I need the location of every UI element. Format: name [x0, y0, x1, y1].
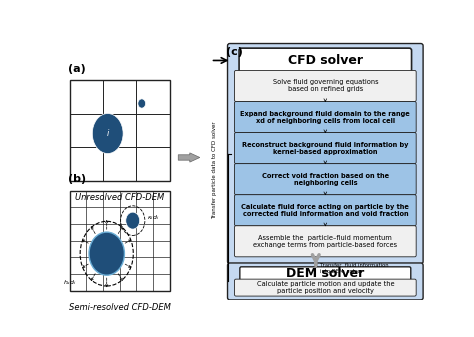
Text: Semi-resolved CFD-DEM: Semi-resolved CFD-DEM [69, 303, 171, 312]
Ellipse shape [126, 212, 140, 229]
FancyBboxPatch shape [235, 70, 416, 101]
Text: Correct void fraction based on the
neighboring cells: Correct void fraction based on the neigh… [262, 173, 389, 186]
Text: Unresolved CFD-DEM: Unresolved CFD-DEM [75, 193, 164, 202]
Text: Solve fluid governing equations
based on refined grids: Solve fluid governing equations based on… [273, 80, 378, 92]
FancyBboxPatch shape [228, 263, 423, 300]
Text: (a): (a) [68, 64, 86, 74]
FancyBboxPatch shape [235, 164, 416, 195]
Text: $h_s d_i$: $h_s d_i$ [63, 278, 76, 287]
Text: $\kappa_i d_i$: $\kappa_i d_i$ [146, 213, 159, 222]
Text: i: i [107, 129, 109, 138]
FancyBboxPatch shape [235, 195, 416, 226]
Text: (c): (c) [226, 48, 243, 57]
FancyBboxPatch shape [235, 279, 416, 296]
FancyBboxPatch shape [239, 48, 411, 73]
Bar [70, 191, 170, 291]
Text: Assemble the  particle–fluid momentum
exchange terms from particle-based forces: Assemble the particle–fluid momentum exc… [253, 235, 397, 248]
FancyBboxPatch shape [235, 226, 416, 257]
Text: Transfer particle data to CFD solver: Transfer particle data to CFD solver [212, 122, 217, 219]
FancyBboxPatch shape [235, 101, 416, 132]
Text: Expand background fluid domain to the range
xd of neighboring cells from local c: Expand background fluid domain to the ra… [240, 111, 410, 124]
Text: Calculate particle motion and update the
particle position and velocity: Calculate particle motion and update the… [256, 281, 394, 294]
FancyBboxPatch shape [235, 132, 416, 164]
FancyBboxPatch shape [240, 267, 411, 281]
Text: DEM solver: DEM solver [286, 267, 365, 280]
Ellipse shape [89, 232, 124, 275]
FancyBboxPatch shape [228, 43, 423, 264]
Bar [70, 81, 170, 181]
Ellipse shape [138, 99, 146, 108]
Text: (b): (b) [68, 175, 86, 184]
Text: Reconstruct background fluid information by
kernel-based approximation: Reconstruct background fluid information… [242, 142, 409, 155]
FancyArrow shape [178, 153, 200, 162]
Text: Transfer  fluid information
into DEM  solver: Transfer fluid information into DEM solv… [319, 263, 388, 274]
Ellipse shape [92, 114, 123, 154]
Text: Calculate fluid force acting on particle by the
corrected fluid information and : Calculate fluid force acting on particle… [241, 204, 409, 217]
Text: CFD solver: CFD solver [288, 54, 363, 67]
